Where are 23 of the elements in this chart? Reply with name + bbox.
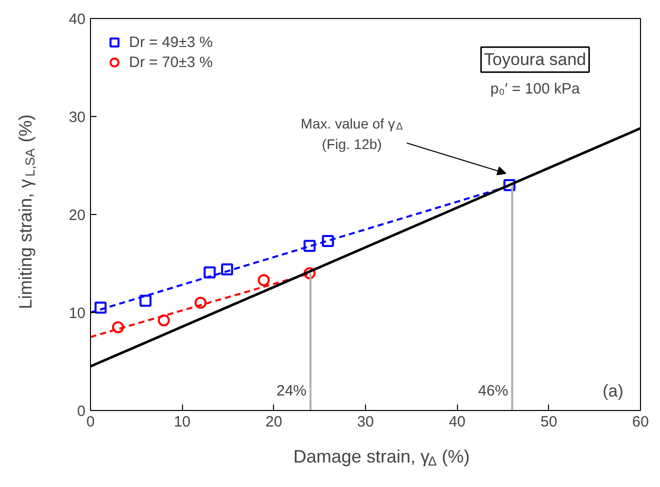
y-tick-label: 0 (77, 403, 86, 420)
legend-label: Dr = 70±3 % (129, 54, 213, 70)
y-tick-label: 30 (68, 109, 86, 126)
y-axis-title: Limiting strain, γL,SA (%) (16, 114, 38, 310)
legend-label: Dr = 49±3 % (129, 34, 213, 50)
point (204, 266, 216, 278)
annotation: (a) (602, 381, 624, 400)
y-tick-label: 20 (68, 207, 86, 224)
annotation: 24% (276, 382, 307, 400)
annotation: 46% (478, 382, 508, 400)
annotation: Toyoura sand (484, 50, 586, 70)
y-tick-label: 10 (68, 305, 86, 322)
x-tick-label: 40 (448, 414, 466, 430)
x-tick-label: 30 (357, 414, 374, 430)
x-tick-label: 10 (174, 414, 191, 430)
y-tick-label: 40 (68, 11, 86, 28)
point (258, 274, 270, 286)
point (140, 294, 152, 307)
point (158, 314, 170, 326)
annotation: p₀′ = 100 kPa (490, 80, 580, 98)
x-tick-label: 20 (265, 414, 282, 430)
x-tick-label: 50 (540, 414, 558, 430)
x-tick-label: 60 (632, 414, 649, 430)
